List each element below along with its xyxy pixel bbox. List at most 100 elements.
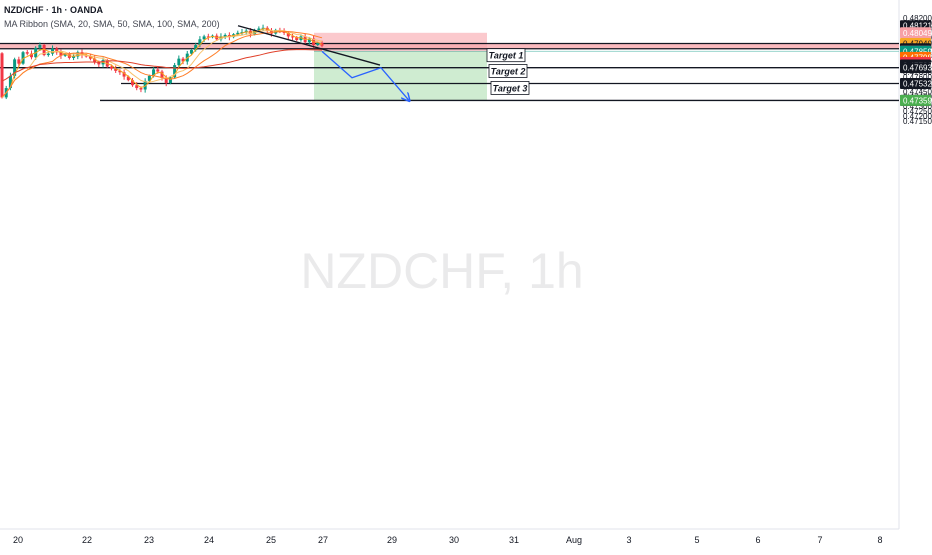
target-label: Target 3 [493, 83, 528, 93]
candle-body [25, 52, 29, 54]
x-tick-label: 7 [817, 535, 822, 545]
candle-body [17, 59, 21, 64]
price-label-box [900, 62, 931, 74]
candle-body [206, 36, 210, 38]
x-tick-label: 25 [266, 535, 276, 545]
x-tick-label: 24 [204, 535, 214, 545]
price-label-box [900, 27, 931, 39]
y-tick-label: 0.47200 [903, 112, 932, 121]
candle-body [189, 50, 193, 54]
candle-body [219, 36, 223, 40]
target-label-box [488, 64, 528, 78]
y-tick-label: 0.47250 [903, 107, 932, 116]
candle-body [164, 78, 168, 84]
price-label-text: 0.47359 [903, 96, 932, 105]
x-tick-label: 22 [82, 535, 92, 545]
price-label-text: 0.48121 [903, 22, 932, 31]
sma-100-line [1, 30, 323, 98]
x-tick-label: 3 [626, 535, 631, 545]
candle-body [8, 75, 12, 89]
candle-body [152, 69, 156, 76]
x-tick-label: 30 [449, 535, 459, 545]
y-tick-label: 0.47450 [903, 88, 932, 97]
price-label-text: 0.47532 [903, 79, 932, 88]
x-tick-label: 5 [694, 535, 699, 545]
x-tick-label: 23 [144, 535, 154, 545]
candle-body [109, 66, 113, 69]
candle-body [307, 38, 311, 43]
trendline [237, 25, 381, 66]
take-profit-box [314, 51, 487, 101]
candle-body [223, 34, 227, 37]
x-tick-label: 29 [387, 535, 397, 545]
candle-body [97, 62, 101, 65]
price-label-box [900, 77, 931, 89]
candle-body [147, 75, 151, 81]
candle-body [126, 76, 130, 81]
candle-body [118, 70, 122, 73]
y-tick-label: 0.47300 [903, 102, 932, 111]
candle-body [244, 30, 248, 33]
watermark-text: NZDCHF, 1h [300, 243, 583, 299]
y-tick-label: 0.47150 [903, 117, 932, 126]
sma-50-line [1, 29, 323, 98]
price-label-text: 0.47693 [903, 64, 932, 73]
x-tick-label: 27 [318, 535, 328, 545]
indicator-label[interactable]: MA Ribbon (SMA, 20, SMA, 50, SMA, 100, S… [4, 19, 220, 29]
candle-body [131, 80, 135, 86]
candle-body [139, 88, 143, 90]
candle-body [286, 32, 290, 37]
candle-body [13, 59, 17, 76]
candle-body [46, 53, 50, 56]
candle-body [177, 58, 181, 66]
candle-body [257, 28, 261, 30]
target-label: Target 1 [489, 51, 524, 61]
candle-body [156, 69, 160, 72]
x-tick-label: 31 [509, 535, 519, 545]
candle-body [181, 58, 185, 62]
candle-body [194, 45, 198, 51]
target-label-box [486, 48, 526, 63]
candle-body [282, 31, 286, 33]
candle-body [291, 36, 295, 38]
candle-body [59, 52, 63, 56]
candle-body [160, 71, 164, 79]
x-tick-label: Aug [566, 535, 582, 545]
candle-body [253, 29, 257, 35]
candle-body [114, 68, 118, 71]
candle-body [236, 32, 240, 35]
x-tick-label: 20 [13, 535, 23, 545]
resistance-zone [0, 43, 899, 49]
candle-body [143, 80, 147, 90]
target-label-box [490, 81, 530, 95]
candle-body [55, 48, 59, 53]
price-label-text: 0.48049 [903, 29, 932, 38]
candle-body [316, 42, 320, 46]
chart-title: NZD/CHF · 1h · OANDA [4, 5, 103, 15]
y-tick-label: 0.47600 [903, 73, 932, 82]
x-tick-label: 8 [877, 535, 882, 545]
sma-200-line [1, 48, 323, 82]
candle-body [72, 56, 76, 58]
projection-path [321, 50, 409, 100]
candle-body [202, 36, 206, 40]
target-label: Target 2 [491, 66, 526, 76]
candle-body [295, 37, 299, 40]
candle-body [42, 45, 46, 56]
candle-body [88, 56, 92, 59]
candle-body [29, 53, 33, 58]
price-label-box [900, 94, 931, 106]
y-tick-label: 0.48200 [903, 14, 932, 23]
x-tick-label: 6 [755, 535, 760, 545]
candle-body [168, 77, 172, 84]
candle-body [63, 54, 67, 56]
candle-body [122, 72, 126, 77]
candle-body [198, 39, 202, 46]
candle-body [38, 45, 42, 48]
candle-body [135, 85, 139, 89]
candle-body [173, 65, 177, 78]
candle-body [93, 58, 97, 63]
candle-body [0, 53, 4, 98]
